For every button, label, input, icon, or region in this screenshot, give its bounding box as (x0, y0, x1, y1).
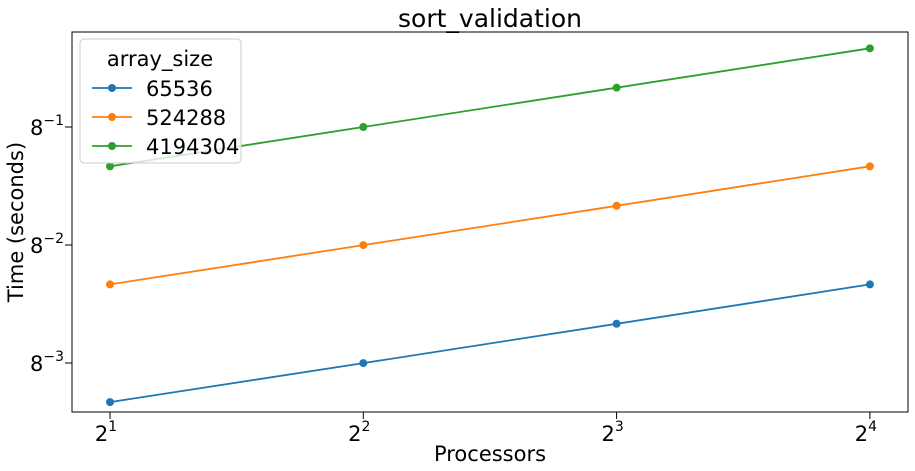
data-point (359, 241, 368, 250)
legend: array_size 65536 524288 4194304 (79, 38, 242, 164)
plot-frame (71, 31, 909, 413)
legend-swatch-marker (108, 113, 116, 121)
data-point (106, 398, 114, 407)
legend-entry-label: 524288 (146, 106, 226, 130)
data-point (359, 359, 368, 368)
y-axis-label: Time (seconds) (4, 142, 28, 303)
x-tick-label: 24 (855, 419, 877, 446)
legend-entry-label: 65536 (146, 77, 213, 101)
series-line (109, 283, 871, 403)
y-tick-label: 8−2 (30, 231, 64, 258)
legend-swatch-marker (108, 84, 116, 92)
x-tick-label: 22 (348, 419, 370, 446)
series-layer (106, 44, 874, 407)
legend-swatch-marker (108, 142, 116, 150)
legend-box (79, 38, 242, 164)
x-tick-label: 21 (95, 419, 117, 446)
y-tick-label: 8−1 (30, 113, 64, 140)
chart-title: sort_validation (398, 4, 582, 33)
series-65536 (106, 280, 874, 407)
y-tick-label: 8−3 (30, 349, 64, 376)
data-point (865, 44, 874, 53)
legend-title: array_size (107, 47, 213, 72)
data-point (865, 280, 874, 289)
x-axis: 21 22 23 24 (95, 412, 877, 446)
legend-entry-label: 4194304 (146, 135, 240, 159)
data-point (359, 123, 368, 131)
data-point (106, 280, 114, 289)
data-point (865, 162, 874, 171)
data-point (612, 201, 621, 210)
y-axis: 8−3 8−2 8−1 (30, 113, 72, 376)
x-axis-label: Processors (434, 442, 546, 466)
series-524288 (106, 162, 874, 289)
x-tick-label: 23 (601, 419, 623, 446)
data-point (612, 83, 621, 92)
data-point (106, 162, 114, 171)
series-line (109, 165, 871, 286)
data-point (612, 319, 621, 328)
